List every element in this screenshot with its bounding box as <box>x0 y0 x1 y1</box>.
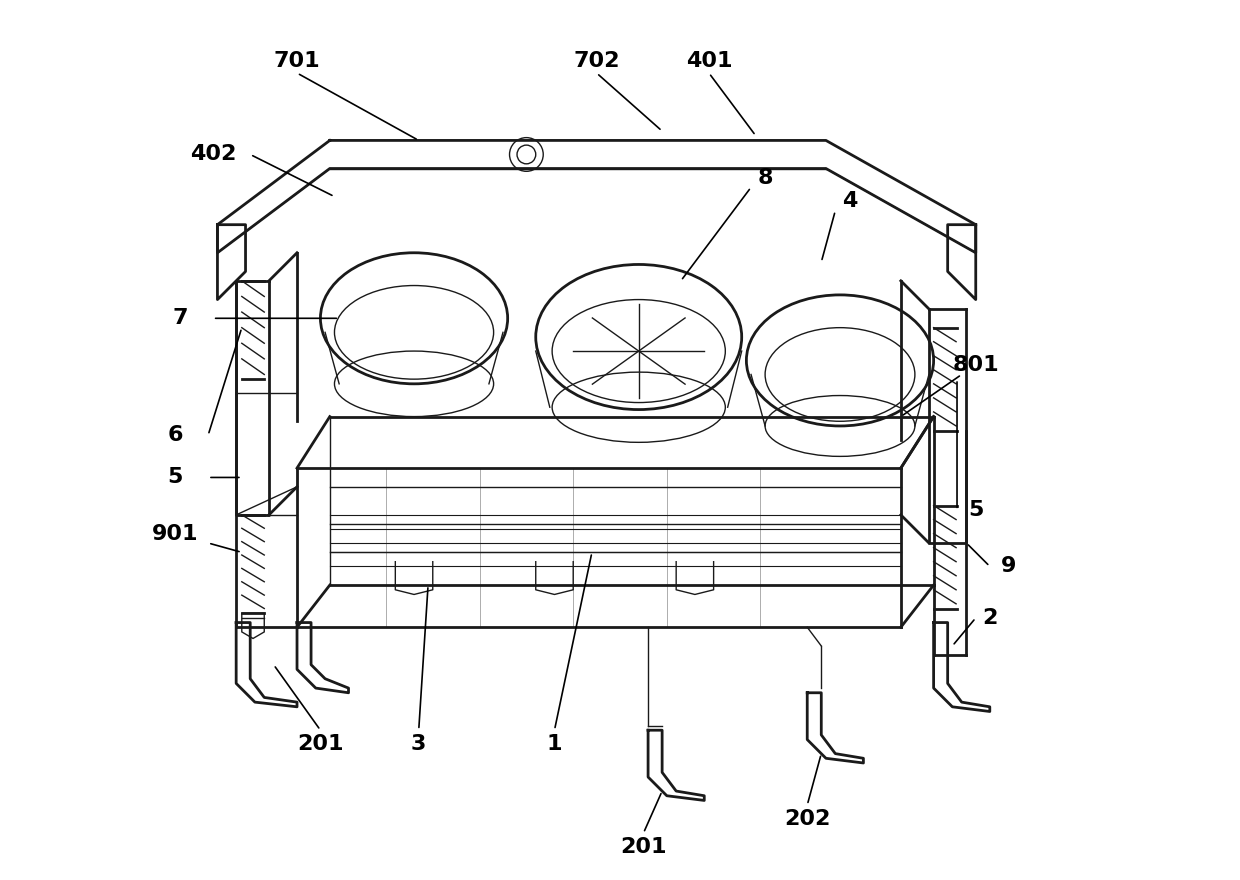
Polygon shape <box>934 622 990 712</box>
Text: 702: 702 <box>573 51 620 71</box>
Text: 1: 1 <box>547 734 562 754</box>
Text: 401: 401 <box>686 51 732 71</box>
Text: 7: 7 <box>172 308 187 328</box>
Text: 6: 6 <box>167 425 184 445</box>
Text: 2: 2 <box>982 608 997 627</box>
Text: 402: 402 <box>190 144 236 165</box>
Text: 201: 201 <box>620 837 667 857</box>
Text: 5: 5 <box>167 467 184 488</box>
Text: 3: 3 <box>410 734 427 754</box>
Text: 202: 202 <box>784 809 831 829</box>
Text: 701: 701 <box>274 51 320 71</box>
Polygon shape <box>236 622 298 707</box>
Text: 801: 801 <box>952 356 999 375</box>
Text: 8: 8 <box>758 168 773 187</box>
Text: 9: 9 <box>1001 556 1017 576</box>
Text: 901: 901 <box>153 524 198 544</box>
Text: 4: 4 <box>842 191 857 211</box>
Text: 5: 5 <box>968 500 983 520</box>
Text: 201: 201 <box>298 734 343 754</box>
